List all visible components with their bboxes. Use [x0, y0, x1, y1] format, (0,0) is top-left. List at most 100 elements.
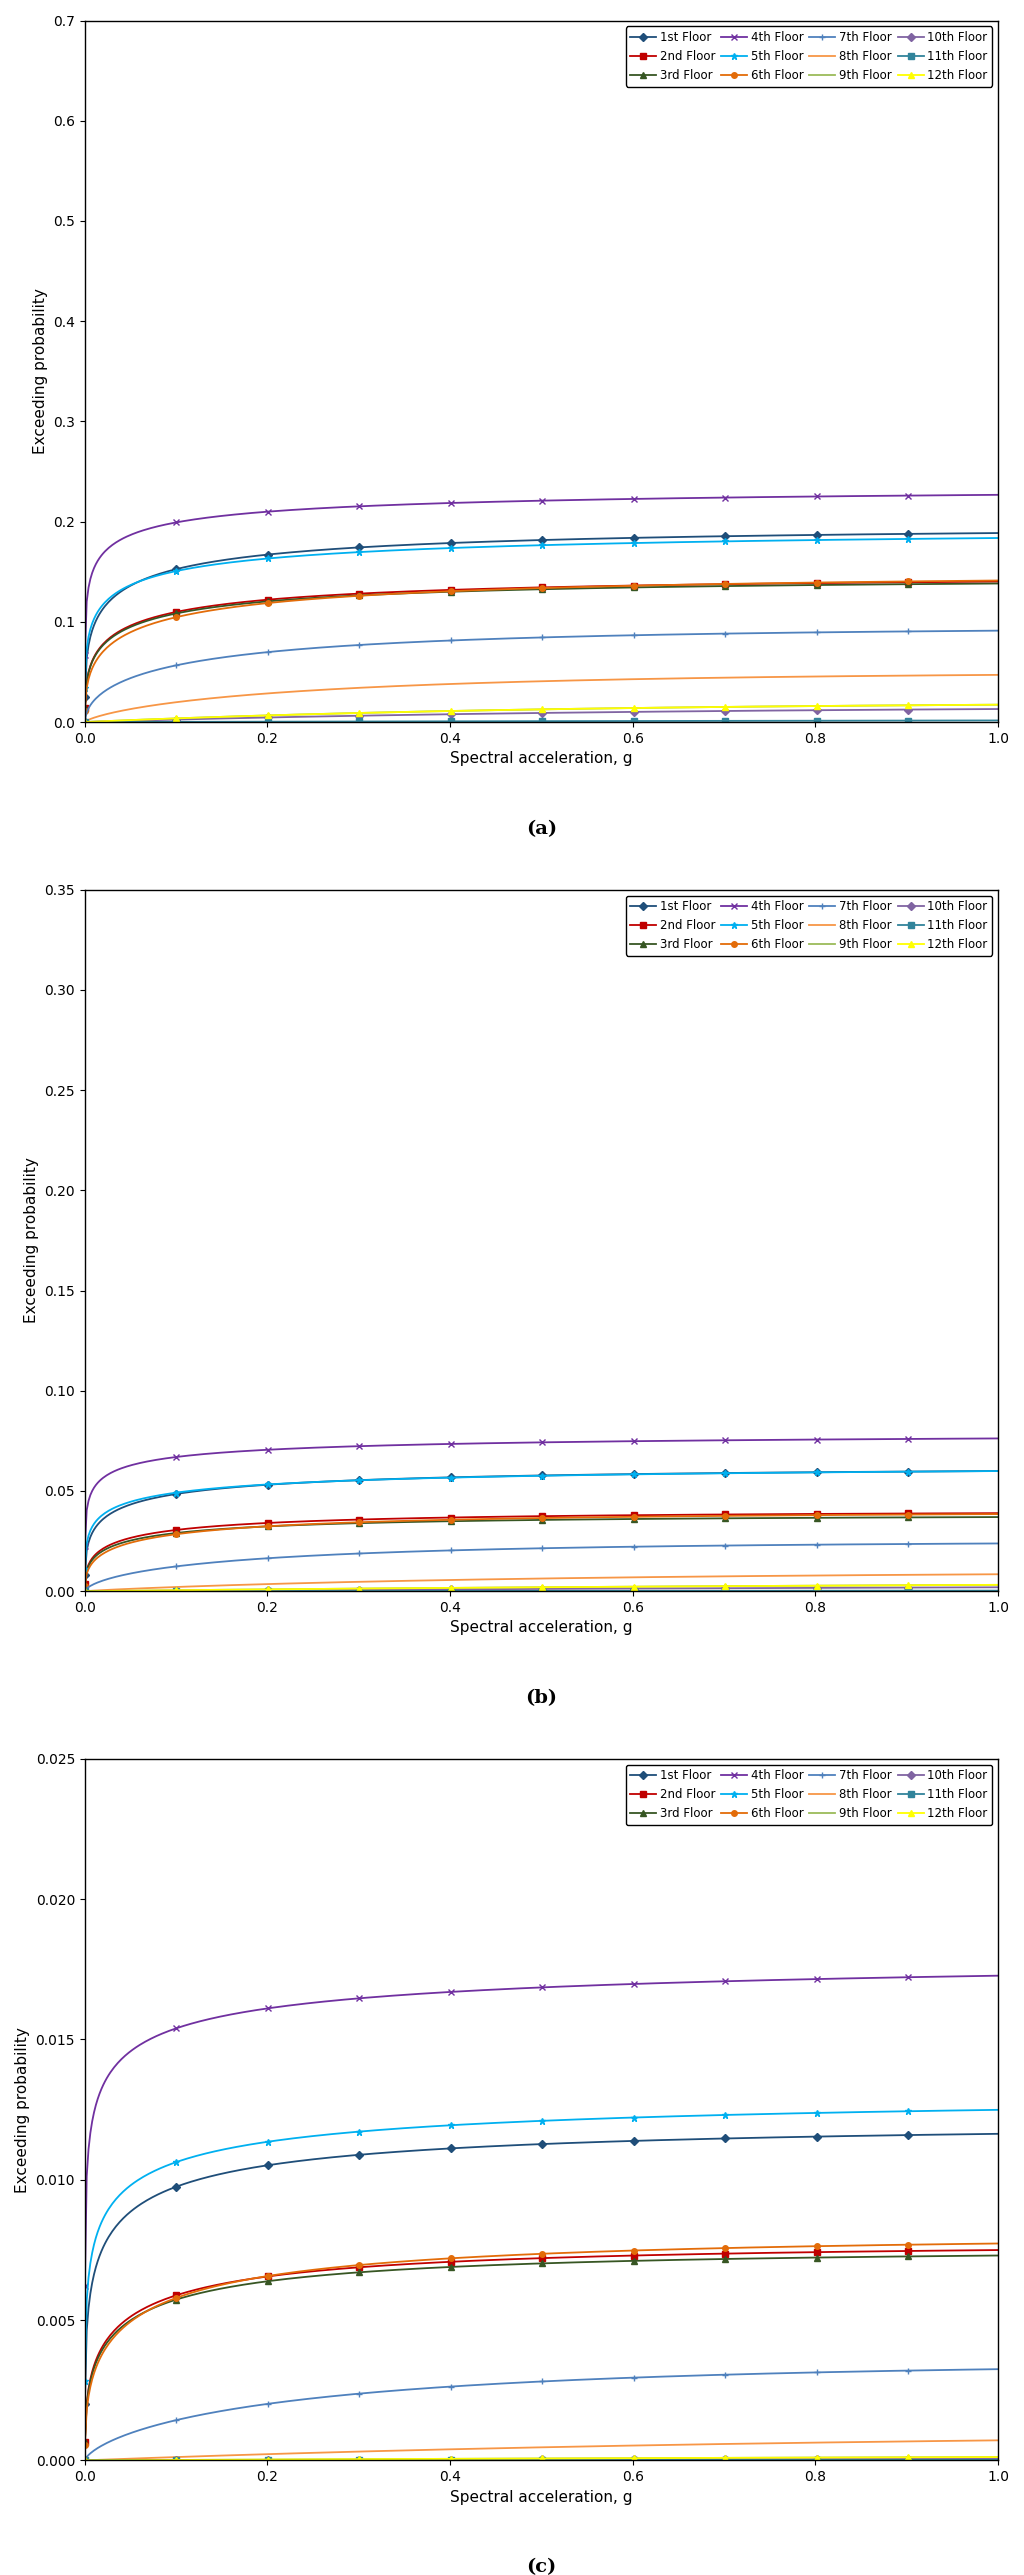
7th Floor	[518, 1532, 530, 1563]
Text: (b): (b)	[525, 1689, 557, 1707]
12th Floor	[79, 706, 91, 736]
7th Floor	[970, 615, 982, 646]
X-axis label: Spectral acceleration, g: Spectral acceleration, g	[451, 2490, 633, 2505]
1st Floor	[992, 518, 1005, 548]
8th Floor	[512, 1563, 524, 1594]
10th Floor	[572, 2444, 585, 2475]
Line: 4th Floor: 4th Floor	[81, 1434, 1001, 1550]
2nd Floor	[518, 572, 530, 603]
10th Floor	[79, 706, 91, 736]
1st Floor	[79, 1560, 91, 1591]
6th Floor	[572, 572, 585, 603]
1st Floor	[623, 2124, 635, 2155]
4th Floor	[518, 1972, 530, 2003]
6th Floor	[992, 1499, 1005, 1530]
Line: 12th Floor: 12th Floor	[82, 703, 1000, 724]
Line: 7th Floor: 7th Floor	[81, 1540, 1001, 1594]
Line: 2nd Floor: 2nd Floor	[82, 579, 1000, 711]
10th Floor	[827, 1573, 840, 1604]
11th Floor	[518, 706, 530, 736]
5th Floor	[992, 1455, 1005, 1486]
4th Floor	[512, 1972, 524, 2003]
10th Floor	[992, 693, 1005, 724]
8th Floor	[970, 2426, 982, 2457]
Y-axis label: Exceeding probability: Exceeding probability	[24, 1159, 39, 1324]
Line: 9th Floor: 9th Floor	[85, 1584, 998, 1591]
3rd Floor	[79, 1568, 91, 1599]
9th Floor	[623, 693, 635, 724]
8th Floor	[970, 659, 982, 690]
Legend: 1st Floor, 2nd Floor, 3rd Floor, 4th Floor, 5th Floor, 6th Floor, 7th Floor, 8th: 1st Floor, 2nd Floor, 3rd Floor, 4th Flo…	[626, 896, 992, 955]
4th Floor	[79, 1530, 91, 1560]
12th Floor	[827, 2441, 840, 2472]
8th Floor	[572, 1563, 585, 1594]
4th Floor	[572, 1970, 585, 2001]
12th Floor	[970, 1571, 982, 1602]
2nd Floor	[970, 2235, 982, 2266]
8th Floor	[572, 2431, 585, 2462]
Line: 7th Floor: 7th Floor	[81, 628, 1001, 724]
3rd Floor	[623, 2245, 635, 2276]
4th Floor	[827, 1424, 840, 1455]
1st Floor	[518, 2130, 530, 2160]
12th Floor	[970, 2441, 982, 2472]
8th Floor	[79, 706, 91, 736]
11th Floor	[623, 1576, 635, 1607]
2nd Floor	[623, 1499, 635, 1530]
5th Floor	[623, 528, 635, 559]
12th Floor	[970, 690, 982, 721]
7th Floor	[79, 1576, 91, 1607]
1st Floor	[992, 1455, 1005, 1486]
5th Floor	[572, 1460, 585, 1491]
9th Floor	[518, 695, 530, 726]
9th Floor	[572, 693, 585, 724]
10th Floor	[992, 1571, 1005, 1602]
Line: 9th Floor: 9th Floor	[85, 706, 998, 721]
3rd Floor	[970, 569, 982, 600]
12th Floor	[79, 1576, 91, 1607]
2nd Floor	[512, 572, 524, 603]
1st Floor	[79, 2390, 91, 2420]
5th Floor	[518, 530, 530, 561]
10th Floor	[512, 2444, 524, 2475]
9th Floor	[827, 690, 840, 721]
6th Floor	[992, 2227, 1005, 2258]
4th Floor	[623, 1427, 635, 1457]
Line: 4th Floor: 4th Floor	[81, 1972, 1001, 2289]
7th Floor	[992, 615, 1005, 646]
8th Floor	[992, 1558, 1005, 1589]
Y-axis label: Exceeding probability: Exceeding probability	[15, 2027, 30, 2191]
Line: 2nd Floor: 2nd Floor	[82, 1512, 1000, 1586]
1st Floor	[970, 2119, 982, 2150]
3rd Floor	[512, 2248, 524, 2279]
4th Floor	[970, 1960, 982, 1990]
6th Floor	[970, 566, 982, 597]
1st Floor	[827, 1457, 840, 1488]
9th Floor	[512, 695, 524, 726]
Line: 10th Floor: 10th Floor	[82, 706, 1000, 724]
8th Floor	[623, 664, 635, 695]
2nd Floor	[572, 572, 585, 603]
5th Floor	[518, 1460, 530, 1491]
8th Floor	[79, 1576, 91, 1607]
7th Floor	[518, 623, 530, 654]
5th Floor	[512, 530, 524, 561]
2nd Floor	[827, 566, 840, 597]
12th Floor	[572, 693, 585, 724]
8th Floor	[518, 1563, 530, 1594]
2nd Floor	[518, 2243, 530, 2274]
Line: 9th Floor: 9th Floor	[85, 2457, 998, 2459]
3rd Floor	[992, 569, 1005, 600]
10th Floor	[827, 695, 840, 726]
Line: 3rd Floor: 3rd Floor	[82, 2253, 1000, 2444]
10th Floor	[623, 695, 635, 726]
10th Floor	[512, 1573, 524, 1604]
Line: 6th Floor: 6th Floor	[82, 1512, 1000, 1589]
5th Floor	[970, 1455, 982, 1486]
12th Floor	[512, 695, 524, 726]
Line: 1st Floor: 1st Floor	[82, 530, 1000, 700]
X-axis label: Spectral acceleration, g: Spectral acceleration, g	[451, 1620, 633, 1635]
6th Floor	[992, 564, 1005, 595]
2nd Floor	[572, 2240, 585, 2271]
1st Floor	[572, 1460, 585, 1491]
